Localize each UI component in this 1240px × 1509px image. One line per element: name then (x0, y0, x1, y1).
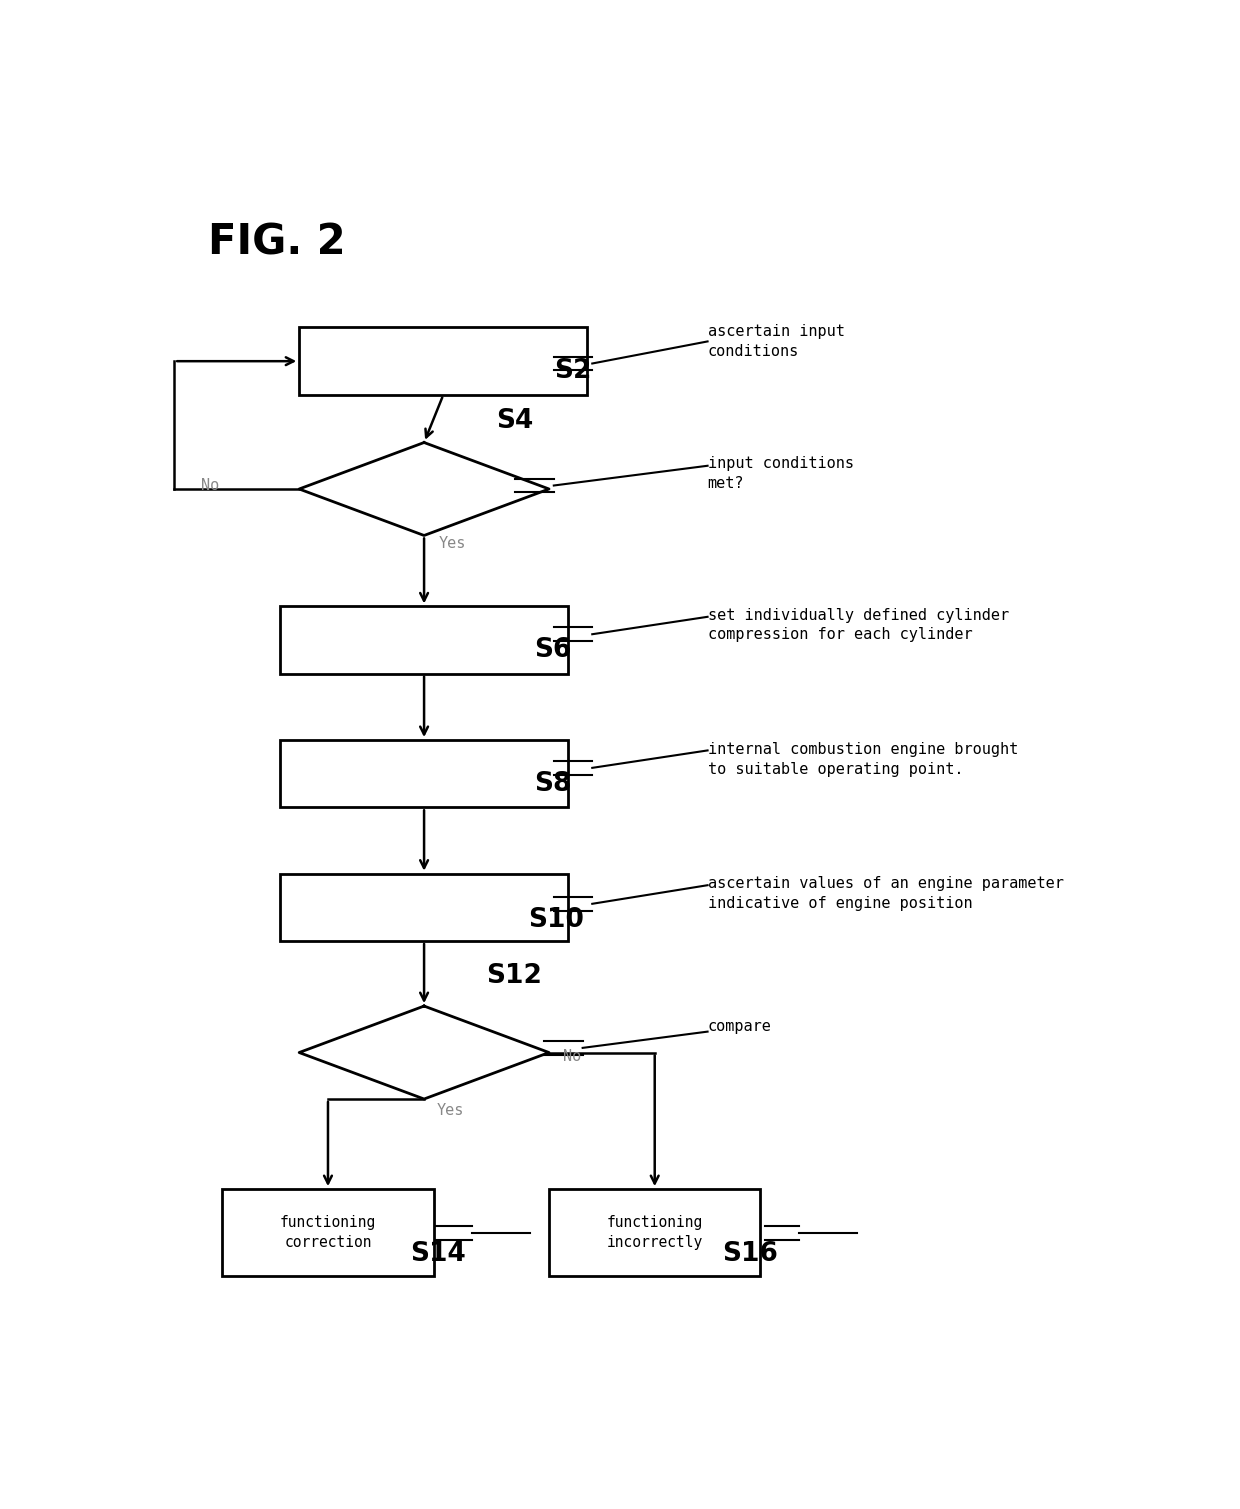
Text: compare: compare (708, 1020, 771, 1035)
Text: Yes: Yes (436, 1103, 464, 1118)
Text: S12: S12 (486, 963, 542, 988)
Text: functioning
correction: functioning correction (280, 1215, 376, 1249)
Bar (222, 1189, 434, 1277)
Text: S14: S14 (409, 1242, 465, 1268)
Text: S2: S2 (554, 359, 591, 385)
Text: ascertain values of an engine parameter
indicative of engine position: ascertain values of an engine parameter … (708, 875, 1064, 911)
Bar (280, 739, 568, 807)
Text: S8: S8 (534, 771, 572, 797)
Text: ascertain input
conditions: ascertain input conditions (708, 324, 844, 359)
Text: S6: S6 (534, 637, 572, 664)
Bar (280, 607, 568, 673)
Text: Yes: Yes (439, 536, 466, 551)
Text: FIG. 2: FIG. 2 (208, 222, 346, 264)
Text: input conditions
met?: input conditions met? (708, 457, 853, 492)
Text: S16: S16 (722, 1242, 777, 1268)
Text: No: No (201, 478, 219, 493)
Bar (280, 874, 568, 942)
Text: internal combustion engine brought
to suitable operating point.: internal combustion engine brought to su… (708, 742, 1018, 777)
Text: No: No (563, 1049, 582, 1064)
Text: functioning
incorrectly: functioning incorrectly (606, 1215, 703, 1249)
Text: S10: S10 (528, 907, 584, 933)
Text: S4: S4 (496, 409, 533, 435)
Bar (549, 1189, 760, 1277)
Bar (299, 327, 588, 395)
Text: set individually defined cylinder
compression for each cylinder: set individually defined cylinder compre… (708, 608, 1008, 643)
